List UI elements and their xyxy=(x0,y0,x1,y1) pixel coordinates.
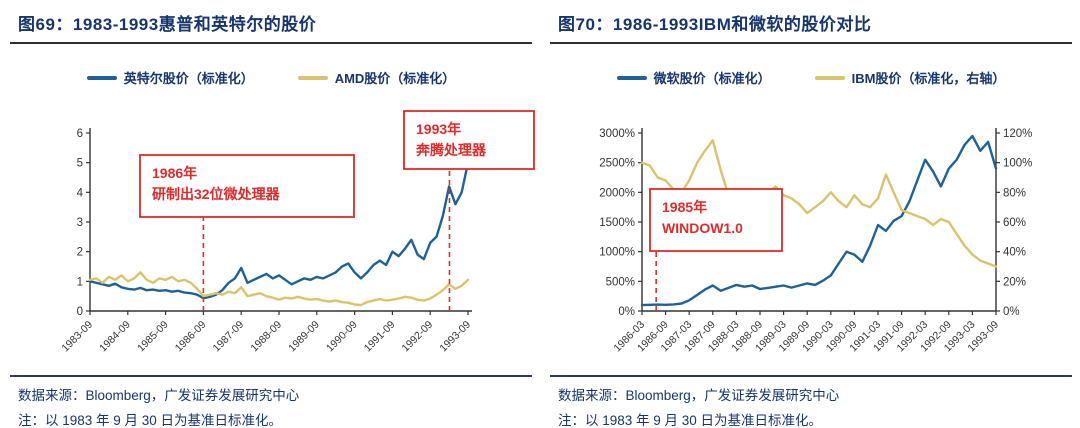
svg-text:6: 6 xyxy=(77,128,83,140)
svg-text:1: 1 xyxy=(77,276,83,288)
figure-title: 图69：1983-1993惠普和英特尔的股价 xyxy=(18,15,317,34)
title-divider xyxy=(550,42,1072,44)
svg-text:1000%: 1000% xyxy=(599,247,635,259)
svg-text:1990-09: 1990-09 xyxy=(324,319,360,355)
chart-intel-amd: 0 1 2 3 4 5 6 1983-09 1984-09 1985-09 1986-09 1987-… xyxy=(10,89,535,373)
legend: 英特尔股价（标准化） AMD股价（标准化） xyxy=(10,68,532,87)
footer-divider xyxy=(550,375,1072,377)
svg-text:4: 4 xyxy=(77,187,84,199)
svg-text:40%: 40% xyxy=(1003,247,1026,259)
figure-title: 图70：1986-1993IBM和微软的股价对比 xyxy=(558,15,872,34)
svg-text:1986-09: 1986-09 xyxy=(173,319,209,355)
svg-text:0%: 0% xyxy=(1003,306,1020,318)
svg-text:1500%: 1500% xyxy=(599,217,635,229)
footnote: 注：以 1983 年 9 月 30 日为基准日标准化。 xyxy=(18,413,283,428)
legend-item-amd: AMD股价（标准化） xyxy=(297,68,456,87)
svg-text:奔腾处理器: 奔腾处理器 xyxy=(415,142,487,158)
svg-text:1988-09: 1988-09 xyxy=(248,319,284,355)
svg-text:1992-09: 1992-09 xyxy=(400,319,436,355)
title-divider xyxy=(10,42,532,44)
legend-item-intel: 英特尔股价（标准化） xyxy=(86,68,254,87)
svg-text:1985年: 1985年 xyxy=(662,199,707,215)
line-chart-microsoft-ibm: 0% 500% 1000% 1500% 2000% 2500% 3000% 0% 20% 40% 6… xyxy=(599,128,1032,354)
legend-label: IBM股价（标准化，右轴） xyxy=(851,71,1006,86)
data-source: 数据来源：Bloomberg，广发证券发展研究中心 xyxy=(18,388,300,403)
svg-text:3000%: 3000% xyxy=(599,128,635,140)
svg-text:3: 3 xyxy=(77,217,83,229)
legend-label: 微软股价（标准化） xyxy=(653,71,771,86)
svg-text:0%: 0% xyxy=(618,306,635,318)
svg-text:2500%: 2500% xyxy=(599,158,635,170)
svg-text:研制出32位微处理器: 研制出32位微处理器 xyxy=(152,186,281,202)
svg-text:1986年: 1986年 xyxy=(152,165,197,181)
svg-text:2: 2 xyxy=(77,247,83,259)
svg-text:5: 5 xyxy=(77,158,83,170)
panel-fig69: 图69：1983-1993惠普和英特尔的股价 英特尔股价（标准化） AMD股价（… xyxy=(10,15,535,428)
svg-text:60%: 60% xyxy=(1003,217,1026,229)
svg-text:2000%: 2000% xyxy=(599,187,635,199)
line-chart-intel-amd: 0 1 2 3 4 5 6 1983-09 1984-09 1985-09 1986-09 1987-… xyxy=(59,110,535,355)
svg-text:1983-09: 1983-09 xyxy=(59,319,95,355)
footer-divider xyxy=(10,375,532,377)
legend-item-microsoft: 微软股价（标准化） xyxy=(616,68,771,87)
svg-text:1985-09: 1985-09 xyxy=(135,319,171,355)
svg-text:500%: 500% xyxy=(606,276,635,288)
panel-fig70: 图70：1986-1993IBM和微软的股价对比 微软股价（标准化） IBM股价… xyxy=(540,0,1080,428)
svg-text:1991-09: 1991-09 xyxy=(362,319,398,355)
line-swatch-icon xyxy=(86,75,117,80)
line-swatch-icon xyxy=(616,75,647,80)
line-swatch-icon xyxy=(814,75,845,80)
svg-text:1987-09: 1987-09 xyxy=(211,319,247,355)
line-swatch-icon xyxy=(297,75,328,80)
legend-item-ibm: IBM股价（标准化，右轴） xyxy=(814,68,1006,87)
svg-text:100%: 100% xyxy=(1003,158,1032,170)
svg-text:WINDOW1.0: WINDOW1.0 xyxy=(662,220,743,236)
legend-label: 英特尔股价（标准化） xyxy=(123,71,254,86)
svg-text:20%: 20% xyxy=(1003,276,1026,288)
data-source: 数据来源：Bloomberg，广发证券发展研究中心 xyxy=(558,388,840,403)
legend: 微软股价（标准化） IBM股价（标准化，右轴） xyxy=(550,68,1072,87)
svg-text:1993年: 1993年 xyxy=(416,121,461,137)
footnote: 注：以 1983 年 9 月 30 日为基准日标准化。 xyxy=(558,413,823,428)
svg-text:120%: 120% xyxy=(1003,128,1032,140)
svg-text:1984-09: 1984-09 xyxy=(97,319,133,355)
svg-text:1989-09: 1989-09 xyxy=(286,319,322,355)
svg-text:80%: 80% xyxy=(1003,187,1026,199)
svg-text:0: 0 xyxy=(77,306,83,318)
svg-text:1993-09: 1993-09 xyxy=(437,319,473,355)
chart-microsoft-ibm: 0% 500% 1000% 1500% 2000% 2500% 3000% 0% 20% 40% 6… xyxy=(550,89,1072,373)
legend-label: AMD股价（标准化） xyxy=(334,71,456,86)
